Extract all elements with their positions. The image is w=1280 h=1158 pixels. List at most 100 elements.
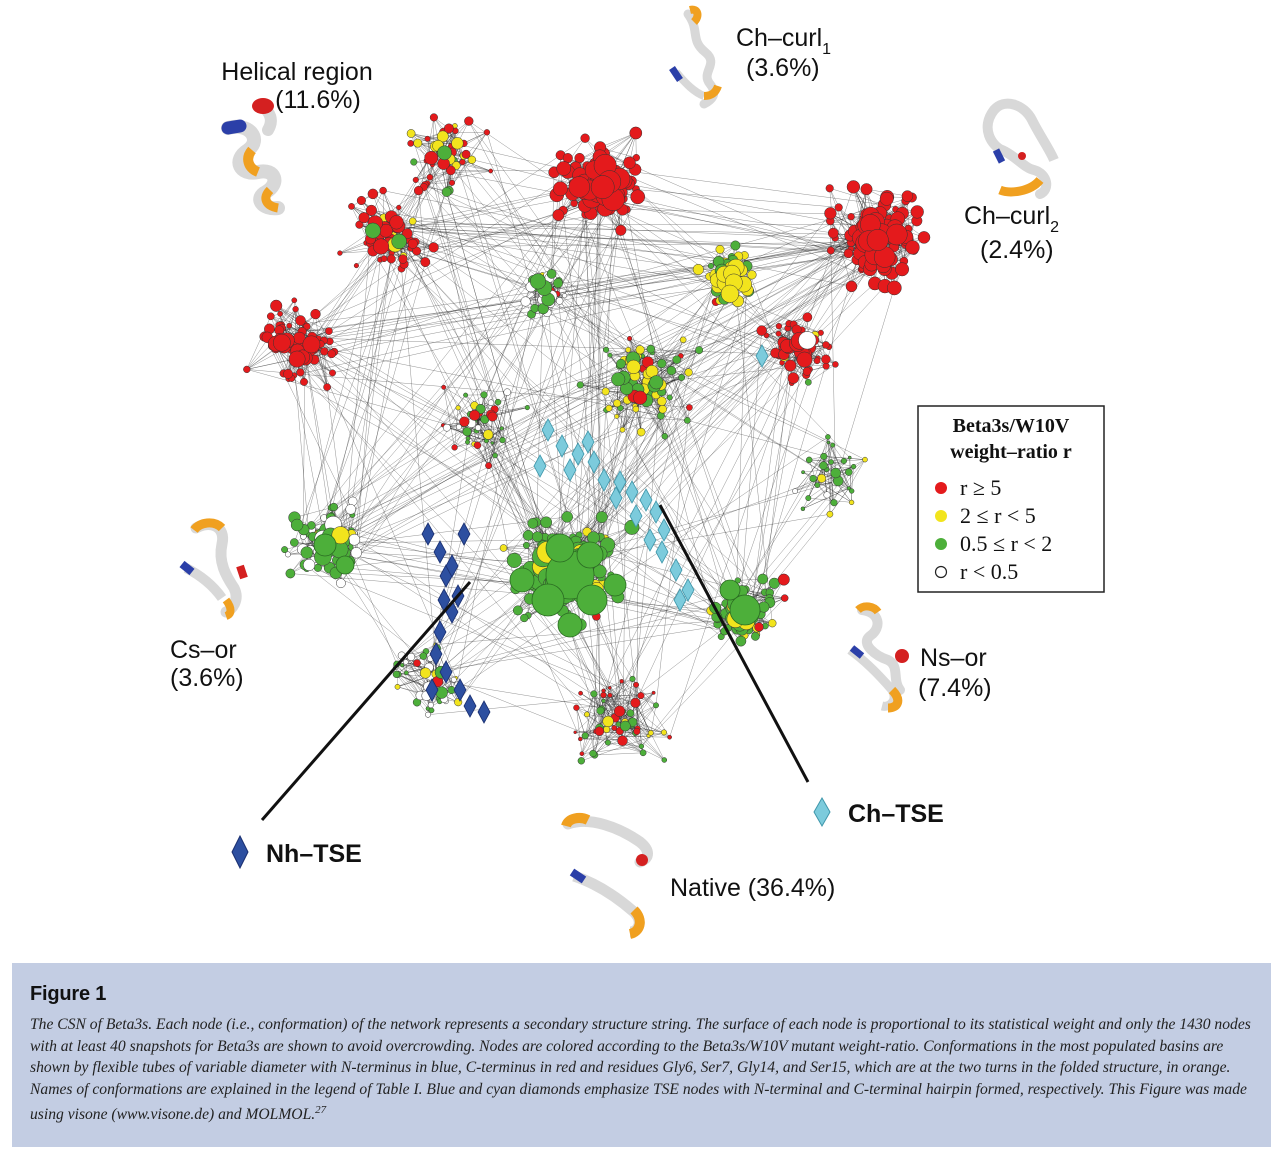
ch-tse-node-diamond [571,442,585,466]
network-node [380,255,388,263]
network-node [451,137,464,150]
ch-curl1-percent: (3.6%) [746,54,820,82]
network-node [819,461,828,470]
network-node [603,346,610,353]
ch-tse-node-diamond [649,500,663,524]
ch-tse-node-diamond [541,418,555,442]
network-node [798,331,817,350]
network-node [825,434,831,440]
network-node [832,361,839,368]
network-node [846,180,861,194]
network-node [834,203,843,212]
network-node [527,518,539,529]
network-node [695,346,704,355]
network-node [653,702,659,709]
network-node [826,440,831,445]
network-node [768,619,777,628]
caption-reference: 27 [315,1104,327,1116]
network-node [522,529,534,541]
legend-item-yellow: 2 ≤ r < 5 [960,503,1036,528]
network-node [590,690,598,698]
network-node [443,423,451,432]
network-node [367,188,379,200]
network-node [657,358,667,369]
network-node [461,149,471,159]
network-node [780,594,789,602]
network-node [327,349,336,359]
network-node [730,240,741,251]
network-node [490,441,495,445]
network-node [553,278,563,289]
network-node [358,212,370,224]
network-node [611,725,618,731]
network-node [555,297,564,305]
network-node [487,399,495,406]
network-node [684,368,693,377]
native-structure-icon [561,813,653,939]
network-node [483,429,494,440]
network-node [666,394,673,401]
network-node [335,555,355,575]
ch-tse-label: Ch–TSE [848,800,944,828]
network-node [302,335,321,354]
network-node [487,411,498,422]
network-node [424,150,439,165]
network-node [715,244,725,254]
network-node [886,223,908,246]
ch-tse-node-diamond [613,470,627,494]
network-node [353,263,359,269]
network-node [627,335,633,342]
ch-curl1-label: Ch–curl1 [736,24,831,58]
ns-or-label: Ns–or [920,644,987,672]
network-node [846,486,851,491]
network-node [392,670,401,678]
nh-tse-node-diamond [477,700,491,724]
network-node [649,375,664,390]
nh-tse-node-diamond [439,660,453,684]
legend-green-dot-icon [935,538,947,550]
network-node [813,357,821,365]
network-node [406,129,416,138]
network-node [822,341,830,349]
network-node [607,352,613,358]
network-node [426,173,434,181]
nh-tse-node-diamond [421,522,435,546]
network-node [459,416,470,427]
network-node [492,452,498,459]
legend-white-dot-icon [934,565,948,579]
network-node [632,405,640,413]
network-node [465,439,470,445]
network-node [529,273,547,290]
ch-tse-node-diamond [533,454,547,478]
network-node [578,736,583,742]
network-node [412,176,419,183]
network-node [524,405,530,411]
network-node [428,707,435,714]
network-node [600,691,607,699]
network-node [428,242,439,253]
ch-curl2-percent: (2.4%) [980,236,1054,264]
nh-tse-node-diamond [457,522,471,546]
network-node [389,215,404,230]
network-node [403,670,409,676]
network-node [574,152,585,164]
network-node [463,392,469,398]
network-node [320,347,329,356]
network-node [474,424,482,431]
network-node [429,113,438,122]
network-node [483,129,491,136]
network-node [503,388,511,396]
network-figure: Helical region (11.6%) Ch–curl1 (3.6%) C… [170,5,1105,939]
network-node [568,176,591,198]
network-node [288,350,306,368]
network-node [522,541,530,549]
network-node [579,751,585,757]
network-node [804,378,812,386]
helical-region-label: Helical region [221,58,372,86]
network-node [398,254,408,264]
network-node [580,133,590,143]
network-node [617,735,628,746]
network-node [576,541,604,569]
network-node [325,327,333,335]
network-nodes [243,113,931,765]
